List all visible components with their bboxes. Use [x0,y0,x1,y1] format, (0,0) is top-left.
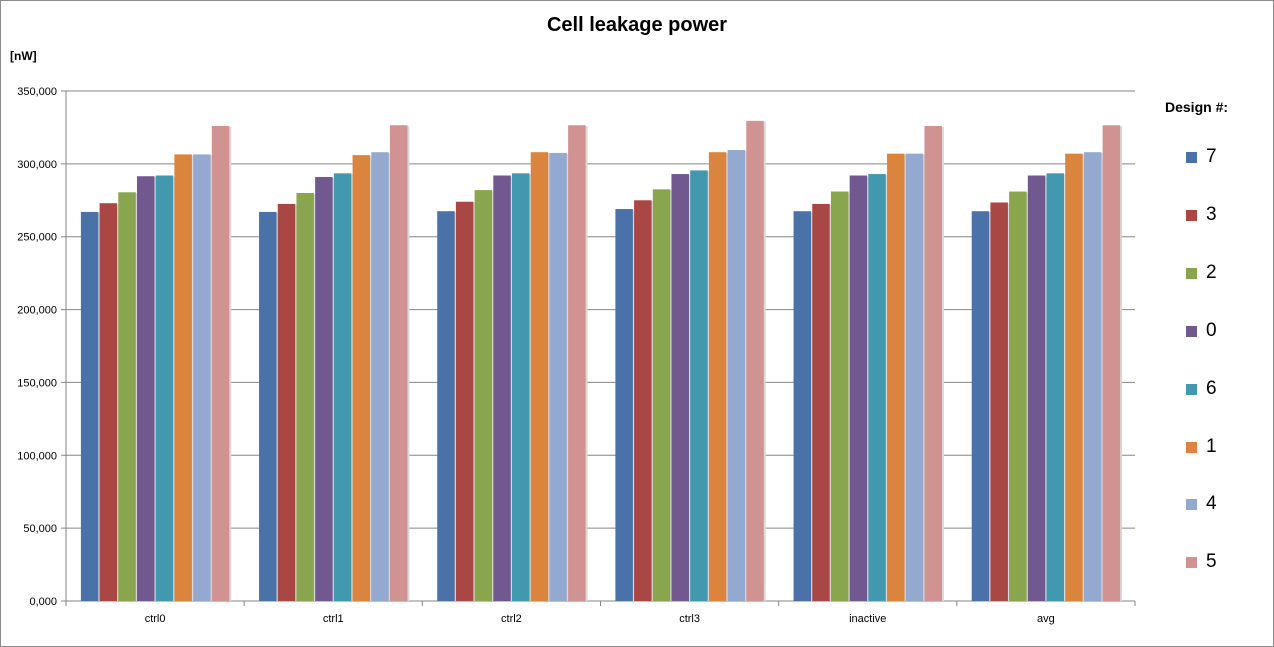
legend-label: 5 [1206,551,1217,573]
bar [568,125,586,601]
y-tick-label: 300,000 [17,159,57,171]
bar [493,175,511,601]
legend-swatch [1186,383,1197,395]
bar [905,153,924,601]
legend-label: 4 [1206,493,1217,515]
legend-label: 2 [1206,261,1217,283]
bar [333,173,352,602]
y-tick-label: 0,000 [29,596,57,608]
bar [296,193,314,601]
x-tick-label: ctrl3 [679,613,700,625]
bar [193,154,211,601]
legend-swatch [1186,499,1197,511]
y-axis-unit-label: [nW] [10,49,37,63]
legend-swatch [1186,325,1197,337]
y-tick-label: 200,000 [17,305,57,317]
y-tick-label: 50,000 [23,523,57,535]
bar [1046,173,1065,602]
bar [512,173,530,602]
bar [455,201,474,601]
bar [155,175,174,601]
legend-label: 1 [1206,435,1217,457]
legend-swatch [1186,152,1197,163]
bar [830,191,849,602]
bar [174,154,192,601]
bar [924,125,942,601]
bar [690,170,708,601]
bar [971,211,990,601]
bar [887,153,905,601]
bar [474,190,493,602]
bar [315,176,333,601]
bar [259,211,277,601]
legend-swatch [1186,441,1197,453]
x-tick-label: avg [1037,613,1055,625]
legend-swatch [1186,209,1197,221]
bar [118,192,136,601]
legend-label: 3 [1206,203,1217,225]
bar [1065,153,1083,601]
x-tick-label: ctrl2 [501,613,522,625]
bar [727,150,746,601]
bar [990,202,1008,601]
bar [1102,125,1121,601]
chart-title: Cell leakage power [546,14,728,36]
legend-label: 7 [1206,146,1217,167]
y-tick-label: 100,000 [17,450,57,462]
bar [352,155,371,601]
legend-label: 0 [1206,319,1217,341]
legend-swatch [1186,557,1197,569]
bar [80,211,99,601]
legend-title: Design #: [1165,99,1229,115]
x-tick-label: inactive [849,613,886,625]
bar [389,125,408,601]
bar [868,174,886,602]
bar [437,211,455,601]
bar [530,152,549,601]
y-tick-label: 250,000 [17,232,57,244]
bar [136,176,155,601]
bar [746,120,764,601]
bar [634,200,652,602]
bar [211,125,230,601]
bar [277,203,296,601]
bar [1083,152,1102,601]
bar [615,209,633,601]
bar [371,152,389,601]
bar [849,175,868,601]
legend-swatch [1186,267,1197,279]
x-tick-label: ctrl0 [145,613,166,625]
x-tick-label: ctrl1 [323,613,344,625]
bar [652,189,671,601]
y-tick-label: 350,000 [17,86,57,98]
bar [549,152,567,601]
legend-label: 6 [1206,377,1217,399]
bar [708,152,727,601]
y-tick-label: 150,000 [17,377,57,389]
bar [812,203,830,601]
bar [1009,191,1027,602]
bar [671,174,689,602]
bar [1027,175,1046,601]
bar [793,211,812,601]
bar [99,203,118,601]
